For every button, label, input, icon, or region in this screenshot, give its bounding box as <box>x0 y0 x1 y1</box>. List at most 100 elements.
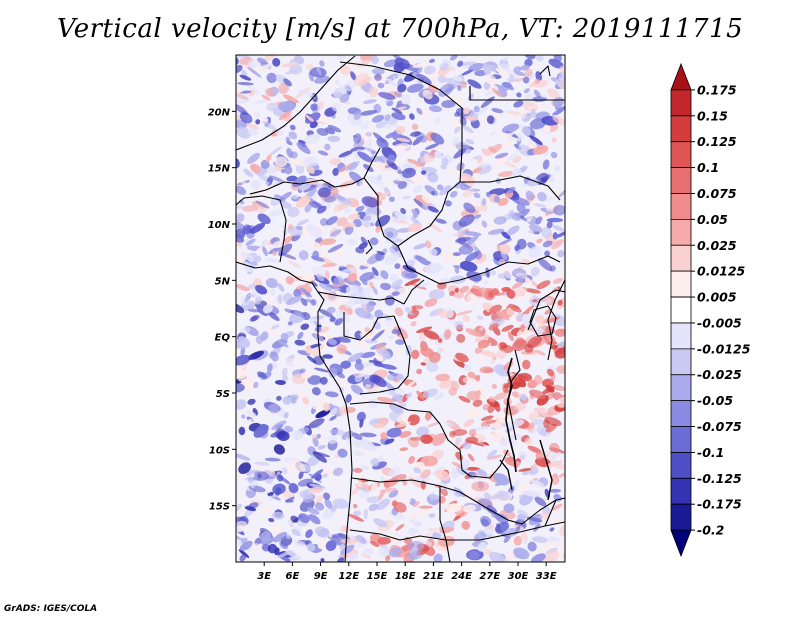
field-cell <box>247 350 264 360</box>
field-cell <box>380 270 389 280</box>
field-cell <box>482 62 496 73</box>
field-cell <box>443 78 452 82</box>
field-cell <box>320 557 325 562</box>
colorbar-label: 0.175 <box>697 82 737 97</box>
field-cell <box>497 197 509 206</box>
field-cell <box>357 260 372 268</box>
colorbar-segment <box>670 115 692 143</box>
lon-tick-label: 30E <box>508 571 529 582</box>
field-cell <box>350 487 361 496</box>
field-cell <box>353 72 369 87</box>
field-cell <box>327 536 339 544</box>
border-mozambique <box>544 497 565 527</box>
field-cell <box>427 421 441 428</box>
field-cell <box>435 116 441 124</box>
field-cell <box>362 547 374 556</box>
field-cell <box>518 276 524 284</box>
field-cell <box>468 63 484 72</box>
field-cell <box>410 349 420 360</box>
field-cell <box>552 286 559 297</box>
field-cell <box>557 250 565 258</box>
field-cell <box>433 553 443 562</box>
field-cell <box>340 379 347 387</box>
border-botswana <box>439 486 451 562</box>
field-cell <box>265 87 275 97</box>
colorbar-segment <box>670 452 692 479</box>
colorbar-label: 0.05 <box>697 212 728 227</box>
field-cell <box>307 375 322 385</box>
field-cell <box>416 107 423 115</box>
field-cell <box>247 152 260 164</box>
field-cell <box>262 246 268 257</box>
field-cell <box>356 411 366 422</box>
field-cell <box>236 204 244 209</box>
field-cell <box>507 419 525 428</box>
field-cell <box>299 274 316 281</box>
field-cell <box>268 403 280 414</box>
field-cell <box>526 516 543 523</box>
field-cell <box>380 432 388 440</box>
field-cell <box>549 349 554 360</box>
field-cell <box>322 333 333 338</box>
field-cell <box>272 57 281 67</box>
field-cell <box>394 348 405 356</box>
field-cell <box>491 383 497 390</box>
field-cell <box>392 169 397 175</box>
field-cell <box>397 287 411 295</box>
field-cell <box>463 202 476 214</box>
field-cell <box>316 273 325 282</box>
field-cell <box>374 309 384 319</box>
field-cell <box>527 541 537 552</box>
field-cell <box>281 467 288 475</box>
field-cell <box>249 314 260 322</box>
field-cell <box>523 88 530 94</box>
field-cell <box>542 378 554 388</box>
field-cell <box>539 94 548 98</box>
field-cell <box>377 536 391 545</box>
field-cell <box>318 308 334 318</box>
field-cell <box>375 214 391 228</box>
field-cell <box>493 401 501 412</box>
field-cell <box>366 301 375 313</box>
lon-tick-label: 27E <box>479 571 500 582</box>
field-cell <box>544 195 558 203</box>
field-cell <box>300 298 308 306</box>
field-cell <box>408 512 418 520</box>
field-cell <box>311 387 321 396</box>
field-cell <box>402 478 408 486</box>
field-cell <box>395 339 405 345</box>
field-cell <box>363 508 368 520</box>
field-cell <box>428 84 439 93</box>
field-cell <box>552 115 565 126</box>
colorbar-label: -0.075 <box>697 419 742 434</box>
field-cell <box>422 89 433 100</box>
field-cell <box>477 156 483 164</box>
field-cell <box>530 479 545 487</box>
field-cell <box>542 240 553 248</box>
field-cell <box>418 505 433 509</box>
field-cell <box>315 409 331 419</box>
field-cell <box>302 396 310 405</box>
field-cell <box>276 94 282 101</box>
field-cell <box>454 266 460 274</box>
field-cell <box>517 509 530 519</box>
field-cell <box>255 119 261 125</box>
field-cell <box>386 100 394 107</box>
field-cell <box>359 418 364 428</box>
field-cell <box>465 436 479 444</box>
field-cell <box>395 421 412 428</box>
field-cell <box>541 540 558 552</box>
field-cell <box>480 96 495 109</box>
field-cell <box>337 299 349 305</box>
field-cell <box>375 161 385 170</box>
field-cell <box>513 66 522 74</box>
field-cell <box>420 362 427 366</box>
field-cell <box>434 151 443 159</box>
field-cell <box>401 94 412 105</box>
field-cell <box>524 305 535 314</box>
field-cell <box>317 121 326 125</box>
field-cell <box>480 415 494 421</box>
field-cell <box>415 326 433 334</box>
field-cell <box>370 150 376 155</box>
field-cell <box>546 368 555 377</box>
